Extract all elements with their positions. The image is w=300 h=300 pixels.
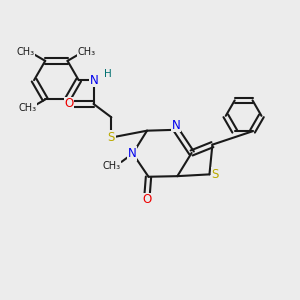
Text: CH₃: CH₃ <box>18 103 37 113</box>
Text: N: N <box>90 74 98 87</box>
Text: H: H <box>104 69 112 79</box>
Text: CH₃: CH₃ <box>17 47 35 57</box>
Text: S: S <box>108 131 115 144</box>
Text: N: N <box>128 147 136 160</box>
Text: CH₃: CH₃ <box>78 47 96 57</box>
Text: CH₃: CH₃ <box>102 161 120 171</box>
Text: S: S <box>212 168 219 181</box>
Text: O: O <box>64 98 74 110</box>
Text: N: N <box>172 118 181 131</box>
Text: O: O <box>142 193 152 206</box>
